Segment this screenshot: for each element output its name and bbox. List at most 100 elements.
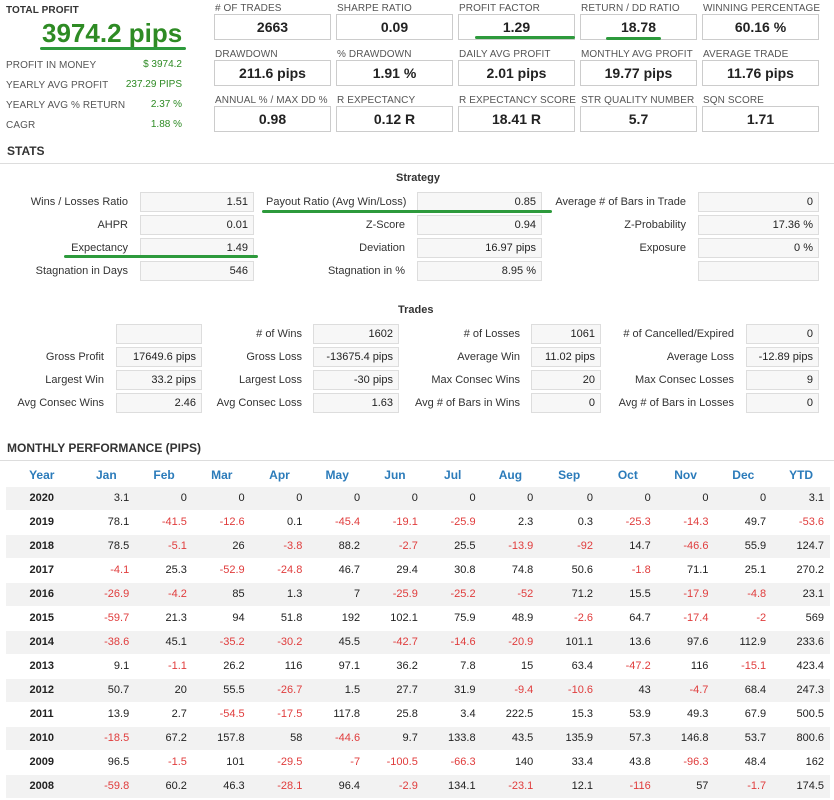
month-cell: -14.6: [423, 629, 482, 654]
month-cell: -7: [308, 749, 367, 774]
table-row: 2010 -18.5 67.2 157.8 58 -44.6 9.7 133.8 43.5 135…: [6, 725, 830, 750]
metric-value-daily-avg: 2.01 pips: [458, 60, 575, 86]
avg-consec-loss-label: Avg Consec Loss: [216, 397, 302, 409]
month-cell: -116: [599, 773, 657, 798]
month-cell: 45.5: [308, 629, 367, 654]
month-cell: 46.3: [192, 773, 251, 798]
month-cell: 222.5: [481, 701, 540, 726]
month-cell: 43: [599, 677, 657, 702]
max-consec-losses-label: Max Consec Losses: [634, 374, 734, 386]
metric-label-str-quality: STR QUALITY NUMBER: [581, 95, 695, 106]
month-cell: -14.3: [656, 509, 715, 534]
month-cell: -30.2: [250, 629, 309, 654]
month-cell: -13.9: [481, 533, 540, 558]
month-cell: 43.8: [599, 749, 657, 774]
month-cell: -9.4: [481, 677, 540, 702]
month-cell: 25.8: [366, 701, 424, 726]
month-cell: -29.5: [250, 749, 309, 774]
ytd-cell: 233.6: [772, 629, 830, 654]
metric-value-pct-drawdown: 1.91 %: [336, 60, 453, 86]
month-cell: 50.6: [539, 557, 599, 582]
month-cell: 12.1: [539, 773, 599, 798]
metric-value-avg-trade: 11.76 pips: [702, 60, 819, 86]
metric-value-profit-factor: 1.29: [458, 14, 575, 40]
month-cell: -25.9: [366, 581, 424, 606]
month-cell: -100.5: [366, 749, 424, 774]
table-row: 2013 9.1 -1.1 26.2 116 97.1 36.2 7.8 15 63.4 -47.2…: [6, 653, 830, 678]
largest-win-value: 33.2 pips: [116, 370, 202, 390]
month-cell: 71.2: [539, 581, 599, 606]
month-cell: 75.9: [423, 605, 482, 630]
ytd-cell: 23.1: [772, 581, 830, 606]
col-header-aug: Aug: [498, 467, 523, 482]
col-header-feb: Feb: [153, 467, 175, 482]
month-cell: 133.8: [423, 725, 482, 750]
month-cell: 0: [308, 485, 367, 510]
average-win-label: Average Win: [457, 351, 520, 363]
year-cell: 2019: [6, 509, 78, 534]
month-cell: -92: [539, 533, 599, 558]
month-cell: 0: [539, 485, 599, 510]
col-header-may: May: [325, 467, 349, 482]
gross-profit-value: 17649.6 pips: [116, 347, 202, 367]
avg-consec-wins-label: Avg Consec Wins: [17, 397, 104, 409]
month-cell: 26: [192, 533, 251, 558]
avg-bars-wins-label: Avg # of Bars in Wins: [415, 397, 520, 409]
col-header-sep: Sep: [558, 467, 581, 482]
metric-label-win-pct: WINNING PERCENTAGE: [703, 3, 821, 14]
col-header-apr: Apr: [269, 467, 290, 482]
metric-label-pct-drawdown: % DRAWDOWN: [337, 49, 412, 60]
month-cell: 21.3: [135, 605, 193, 630]
metric-value-monthly-avg: 19.77 pips: [580, 60, 697, 86]
month-cell: 74.8: [481, 557, 540, 582]
ytd-cell: 569: [772, 605, 830, 630]
strategy-title: Strategy: [396, 172, 441, 184]
col-header-ytd: YTD: [789, 467, 814, 482]
month-cell: 15.5: [599, 581, 657, 606]
month-cell: 46.7: [308, 557, 367, 582]
metric-value-str-quality: 5.7: [580, 106, 697, 132]
table-row: 2017 -4.1 25.3 -52.9 -24.8 46.7 29.4 30.8 74.8 50…: [6, 557, 830, 582]
month-cell: -18.5: [77, 725, 136, 750]
month-cell: 55.9: [714, 533, 773, 558]
avg-consec-wins-value: 2.46: [116, 393, 202, 413]
month-cell: 58: [250, 725, 309, 750]
return-dd-highlight: [606, 37, 661, 40]
ytd-cell: 247.3: [772, 677, 830, 702]
payout-ratio-label: Payout Ratio (Avg Win/Loss): [266, 196, 407, 208]
year-cell: 2014: [6, 629, 78, 654]
z-score-label: Z-Score: [365, 219, 405, 231]
monthly-table-body: 2020 3.1 0 0 0 0 0 0 0 0 0 0 0 3.1 2019 78.1 -41.5 -12.6 0…: [6, 485, 830, 798]
metric-label-sharpe: SHARPE RATIO: [337, 3, 412, 14]
metric-label-monthly-avg: MONTHLY AVG PROFIT: [581, 49, 693, 60]
strategy-empty-value: [698, 261, 819, 281]
month-cell: 68.4: [714, 677, 773, 702]
month-cell: -5.1: [135, 533, 193, 558]
month-cell: 49.7: [714, 509, 773, 534]
profit-in-money-value: $ 3974.2: [143, 59, 182, 70]
table-row: 2012 50.7 20 55.5 -26.7 1.5 27.7 31.9 -9.4 -10.6 4…: [6, 677, 830, 702]
avg-bars-in-trade-value: 0: [698, 192, 819, 212]
month-cell: 192: [308, 605, 367, 630]
month-cell: 78.1: [77, 509, 136, 534]
year-cell: 2011: [6, 701, 78, 726]
metric-label-avg-trade: AVERAGE TRADE: [703, 49, 789, 60]
table-row: 2014 -38.6 45.1 -35.2 -30.2 45.5 -42.7 -14.6 -20…: [6, 629, 830, 654]
month-cell: -4.8: [714, 581, 773, 606]
month-cell: 3.4: [423, 701, 482, 726]
table-row: 2011 13.9 2.7 -54.5 -17.5 117.8 25.8 3.4 222.5 15…: [6, 701, 830, 726]
col-header-oct: Oct: [617, 467, 638, 482]
year-cell: 2015: [6, 605, 78, 630]
largest-loss-label: Largest Loss: [239, 374, 302, 386]
year-cell: 2020: [6, 485, 78, 510]
month-cell: 48.4: [714, 749, 773, 774]
exposure-value: 0 %: [698, 238, 819, 258]
month-cell: 0: [135, 485, 193, 510]
month-cell: 1.3: [250, 581, 309, 606]
cagr-value: 1.88 %: [150, 119, 182, 130]
gross-profit-label: Gross Profit: [45, 351, 104, 363]
avg-bars-in-trade-label: Average # of Bars in Trade: [555, 196, 686, 208]
average-loss-value: -12.89 pips: [746, 347, 819, 367]
metric-value-sqn: 1.71: [702, 106, 819, 132]
total-profit-highlight: [40, 47, 186, 50]
